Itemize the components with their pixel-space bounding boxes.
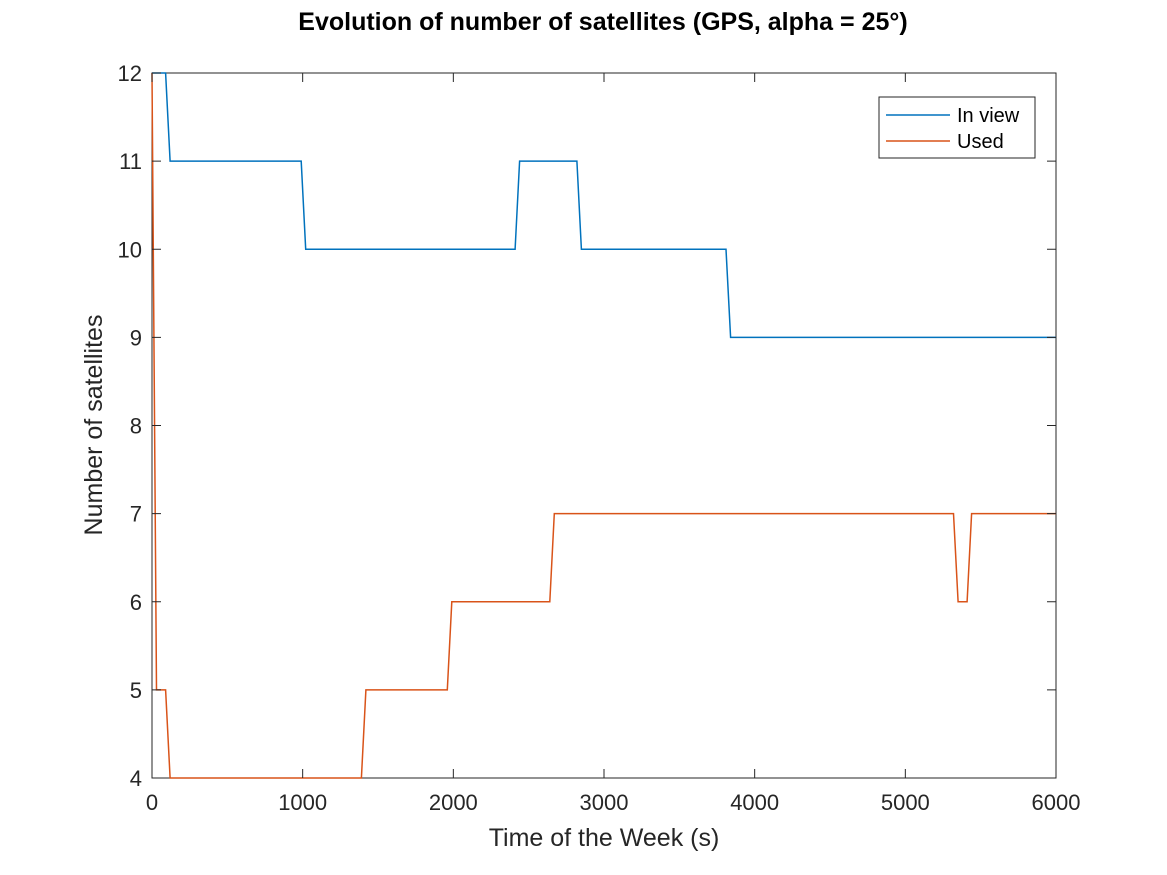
chart-title: Evolution of number of satellites (GPS, … [298,8,907,36]
y-tick-label: 8 [130,414,142,439]
legend: In view Used [878,96,1036,159]
y-tick-label: 11 [119,149,142,174]
x-tick-label: 3000 [580,790,629,815]
tick-layer: 0 1000 2000 3000 4000 5000 6000 4 5 6 7 8 9 10 11 12 [118,61,1081,815]
y-tick-label: 10 [118,237,142,262]
y-tick-label: 5 [130,678,142,703]
series-layer [151,72,1056,779]
legend-box [878,96,1036,159]
y-tick-label: 12 [118,61,142,86]
x-tick-label: 1000 [278,790,327,815]
plot-area: 0 1000 2000 3000 4000 5000 6000 4 5 6 7 8 9 10 11 12 [118,61,1081,815]
x-tick-label: 5000 [881,790,930,815]
series-line-used [151,72,1056,779]
y-tick-label: 6 [130,590,142,615]
x-axis-label: Time of the Week (s) [489,824,720,852]
series-line-in-view [152,72,1056,339]
x-tick-label: 0 [146,790,158,815]
x-tick-label: 6000 [1032,790,1081,815]
legend-label-used: Used [957,131,1004,153]
x-tick-label: 2000 [429,790,478,815]
x-tick-label: 4000 [730,790,779,815]
axes-box [151,72,1057,779]
y-tick-label: 9 [130,325,142,350]
legend-label-in-view: In view [957,105,1020,127]
y-tick-label: 7 [130,502,142,527]
y-tick-label: 4 [130,766,142,791]
y-axis-label: Number of satellites [80,315,108,536]
